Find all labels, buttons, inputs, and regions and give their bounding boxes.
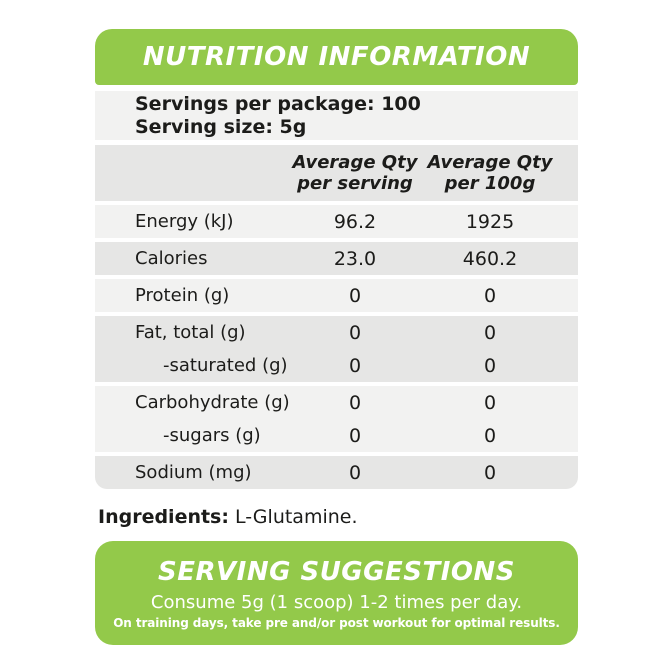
serving-suggestions-line2: On training days, take pre and/or post w… [113, 615, 560, 630]
row-value-per-serving: 23.0 [333, 247, 377, 270]
column-header-per-serving-line1: Average Qty [292, 152, 418, 173]
table-row: Sodium (mg) 0 0 [95, 456, 578, 489]
row-label: Fat, total (g) [135, 322, 246, 343]
row-value-per-serving: 0 [348, 391, 362, 414]
table-row: Energy (kJ) 96.2 1925 [95, 205, 578, 238]
row-label: -sugars (g) [163, 425, 261, 446]
row-value-per-100g: 1925 [465, 210, 515, 233]
table-band-fat: Fat, total (g) 0 0 -saturated (g) 0 0 [95, 316, 578, 382]
ingredients-line: Ingredients: L-Glutamine. [95, 506, 578, 528]
column-header-per-100g-line2: per 100g [444, 173, 536, 194]
row-value-per-100g: 0 [483, 424, 497, 447]
column-header-per-serving: Average Qty per serving [292, 152, 418, 194]
table-band-energy: Energy (kJ) 96.2 1925 [95, 205, 578, 238]
row-value-per-serving: 0 [348, 284, 362, 307]
ingredients-label: Ingredients: [98, 506, 229, 528]
table-band-sodium: Sodium (mg) 0 0 [95, 456, 578, 489]
column-header-per-100g-line1: Average Qty [427, 152, 553, 173]
column-header-per-serving-line2: per serving [297, 173, 413, 194]
table-row: Carbohydrate (g) 0 0 [95, 386, 578, 419]
serving-size-text: Serving size: 5g [135, 115, 307, 138]
row-value-per-serving: 0 [348, 321, 362, 344]
row-value-per-100g: 460.2 [462, 247, 518, 270]
row-label: Calories [135, 248, 208, 269]
table-row-sub: -saturated (g) 0 0 [95, 349, 578, 382]
ingredients-value: L-Glutamine. [228, 506, 358, 528]
row-value-per-100g: 0 [483, 461, 497, 484]
row-label: Energy (kJ) [135, 211, 234, 232]
row-value-per-serving: 0 [348, 354, 362, 377]
table-row-sub: -sugars (g) 0 0 [95, 419, 578, 452]
row-value-per-100g: 0 [483, 284, 497, 307]
row-value-per-serving: 0 [348, 461, 362, 484]
row-label: Sodium (mg) [135, 462, 252, 483]
servings-per-package-text: Servings per package: 100 [135, 92, 421, 115]
table-band-carbohydrate: Carbohydrate (g) 0 0 -sugars (g) 0 0 [95, 386, 578, 452]
row-value-per-100g: 0 [483, 354, 497, 377]
serving-suggestions-banner: SERVING SUGGESTIONS Consume 5g (1 scoop)… [95, 541, 578, 645]
nutrition-label: NUTRITION INFORMATION Servings per packa… [95, 29, 578, 645]
serving-suggestions-title: SERVING SUGGESTIONS [158, 556, 515, 587]
nutrition-information-banner: NUTRITION INFORMATION [95, 29, 578, 85]
row-value-per-serving: 96.2 [333, 210, 377, 233]
table-row: Calories 23.0 460.2 [95, 242, 578, 275]
table-row: Fat, total (g) 0 0 [95, 316, 578, 349]
row-label: -saturated (g) [163, 355, 288, 376]
table-header-row: Average Qty per serving Average Qty per … [95, 145, 578, 201]
row-value-per-100g: 0 [483, 321, 497, 344]
nutrition-information-title: NUTRITION INFORMATION [142, 42, 531, 72]
serving-suggestions-line1: Consume 5g (1 scoop) 1-2 times per day. [150, 591, 523, 613]
row-value-per-serving: 0 [348, 424, 362, 447]
table-row: Protein (g) 0 0 [95, 279, 578, 312]
column-header-per-100g: Average Qty per 100g [418, 152, 562, 194]
table-band-calories: Calories 23.0 460.2 [95, 242, 578, 275]
row-value-per-100g: 0 [483, 391, 497, 414]
row-label: Carbohydrate (g) [135, 392, 290, 413]
serving-info-band: Servings per package: 100 Serving size: … [95, 91, 578, 140]
row-label: Protein (g) [135, 285, 230, 306]
table-band-protein: Protein (g) 0 0 [95, 279, 578, 312]
